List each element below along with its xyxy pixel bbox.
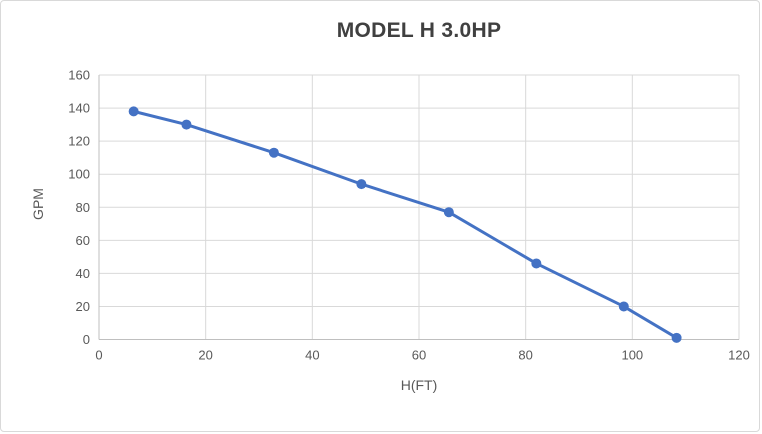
- y-tick-label: 100: [68, 167, 90, 182]
- data-point-marker: [128, 106, 139, 117]
- y-tick-label: 0: [83, 332, 90, 347]
- x-tick-label: 120: [728, 348, 750, 363]
- series-line: [132, 109, 679, 340]
- data-point-marker: [181, 119, 192, 130]
- data-point-marker: [443, 207, 454, 218]
- x-tick-label: 100: [621, 348, 643, 363]
- data-point-marker: [618, 301, 629, 312]
- y-tick-label: 140: [68, 101, 90, 116]
- data-point-marker: [268, 147, 279, 158]
- y-tick-label: 60: [76, 233, 90, 248]
- x-tick-label: 0: [95, 348, 102, 363]
- data-point-marker: [531, 258, 542, 269]
- x-tick-label: 80: [518, 348, 532, 363]
- y-tick-label: 120: [68, 134, 90, 149]
- y-axis-title: GPM: [30, 188, 46, 220]
- y-tick-label: 80: [76, 200, 90, 215]
- x-axis-title: H(FT): [400, 377, 438, 393]
- y-tick-label: 40: [76, 266, 90, 281]
- x-tick-label: 20: [198, 348, 212, 363]
- y-tick-label: 160: [68, 68, 90, 83]
- data-point-marker: [671, 332, 682, 343]
- x-tick-label: 40: [305, 348, 319, 363]
- chart-title: MODEL H 3.0HP: [336, 19, 502, 42]
- data-point-marker: [356, 179, 367, 190]
- x-tick-label: 60: [412, 348, 426, 363]
- y-tick-label: 20: [76, 299, 90, 314]
